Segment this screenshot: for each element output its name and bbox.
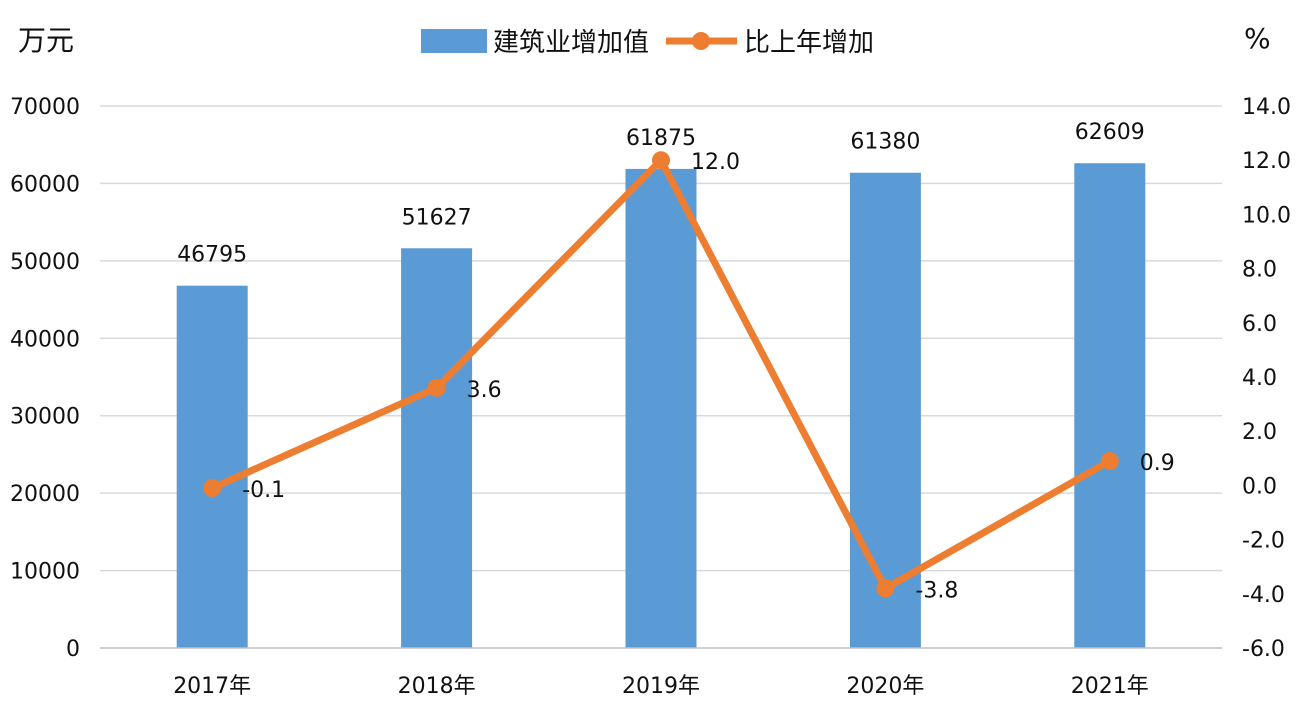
x-tick-label: 2021年: [1071, 674, 1149, 699]
x-tick-label: 2020年: [846, 674, 924, 699]
bar-value-label: 62609: [1075, 120, 1145, 145]
y-right-tick-label: 4.0: [1242, 366, 1277, 391]
x-tick-label: 2019年: [622, 674, 700, 699]
y-right-tick-label: -6.0: [1242, 637, 1285, 662]
line-point: [652, 151, 670, 170]
y-right-tick-label: 14.0: [1242, 95, 1291, 120]
y-right-tick-label: 6.0: [1242, 312, 1277, 337]
y-right-tick-label: 12.0: [1242, 149, 1291, 174]
bar: [849, 172, 921, 649]
x-tick-label: 2017年: [173, 674, 251, 699]
legend: 建筑业增加值 比上年增加: [421, 28, 874, 58]
y-left-tick-label: 0: [66, 637, 80, 662]
y-right-tick-label: -2.0: [1242, 529, 1285, 554]
bar-value-label: 51627: [402, 205, 472, 230]
legend-line-label: 比上年增加: [744, 28, 874, 58]
legend-line-marker: [692, 32, 710, 50]
y-right-tick-label: 2.0: [1242, 420, 1277, 445]
right-axis-unit: %: [1244, 22, 1271, 55]
bar: [401, 248, 473, 648]
bar-series: [176, 163, 1146, 649]
y-left-tick-label: 30000: [10, 405, 80, 430]
y-left-tick-label: 70000: [10, 95, 80, 120]
bar: [625, 168, 697, 649]
data-labels: 46795 51627 61875 61380 62609 -0.1 3.6 12.0 -3.8…: [177, 120, 1175, 603]
line-point: [427, 378, 446, 397]
y-right-tick-label: 8.0: [1242, 258, 1277, 283]
bar: [1074, 163, 1146, 648]
left-axis-unit: 万元: [18, 24, 74, 57]
y-left-tick-label: 40000: [10, 327, 80, 352]
y-left-tick-label: 60000: [10, 172, 80, 197]
y-left-tick-label: 10000: [10, 560, 80, 585]
y-right-tick-label: -4.0: [1242, 583, 1285, 608]
legend-bar-swatch: [421, 29, 487, 53]
line-series: [203, 151, 1119, 598]
y-left-tick-label: 50000: [10, 250, 80, 275]
line-value-label: 12.0: [691, 150, 740, 175]
y-right-tick-label: 0.0: [1242, 474, 1277, 499]
bar: [176, 285, 248, 648]
line-value-label: -3.8: [915, 578, 958, 603]
line-point: [203, 479, 222, 498]
bar-value-label: 46795: [177, 243, 247, 268]
line-value-label: 0.9: [1140, 451, 1175, 476]
axes: 0 10000 20000 30000 40000 50000 60000 70000 -6.0…: [10, 95, 1291, 699]
line-point: [1100, 452, 1119, 471]
legend-bar-label: 建筑业增加值: [493, 28, 649, 58]
line-point: [876, 579, 895, 598]
bar-value-label: 61875: [626, 126, 696, 151]
y-left-tick-label: 20000: [10, 482, 80, 507]
y-right-tick-label: 10.0: [1242, 203, 1291, 228]
x-tick-label: 2018年: [398, 674, 476, 699]
bar-value-label: 61380: [850, 130, 920, 155]
line-value-label: -0.1: [242, 478, 285, 503]
line-value-label: 3.6: [467, 378, 502, 403]
